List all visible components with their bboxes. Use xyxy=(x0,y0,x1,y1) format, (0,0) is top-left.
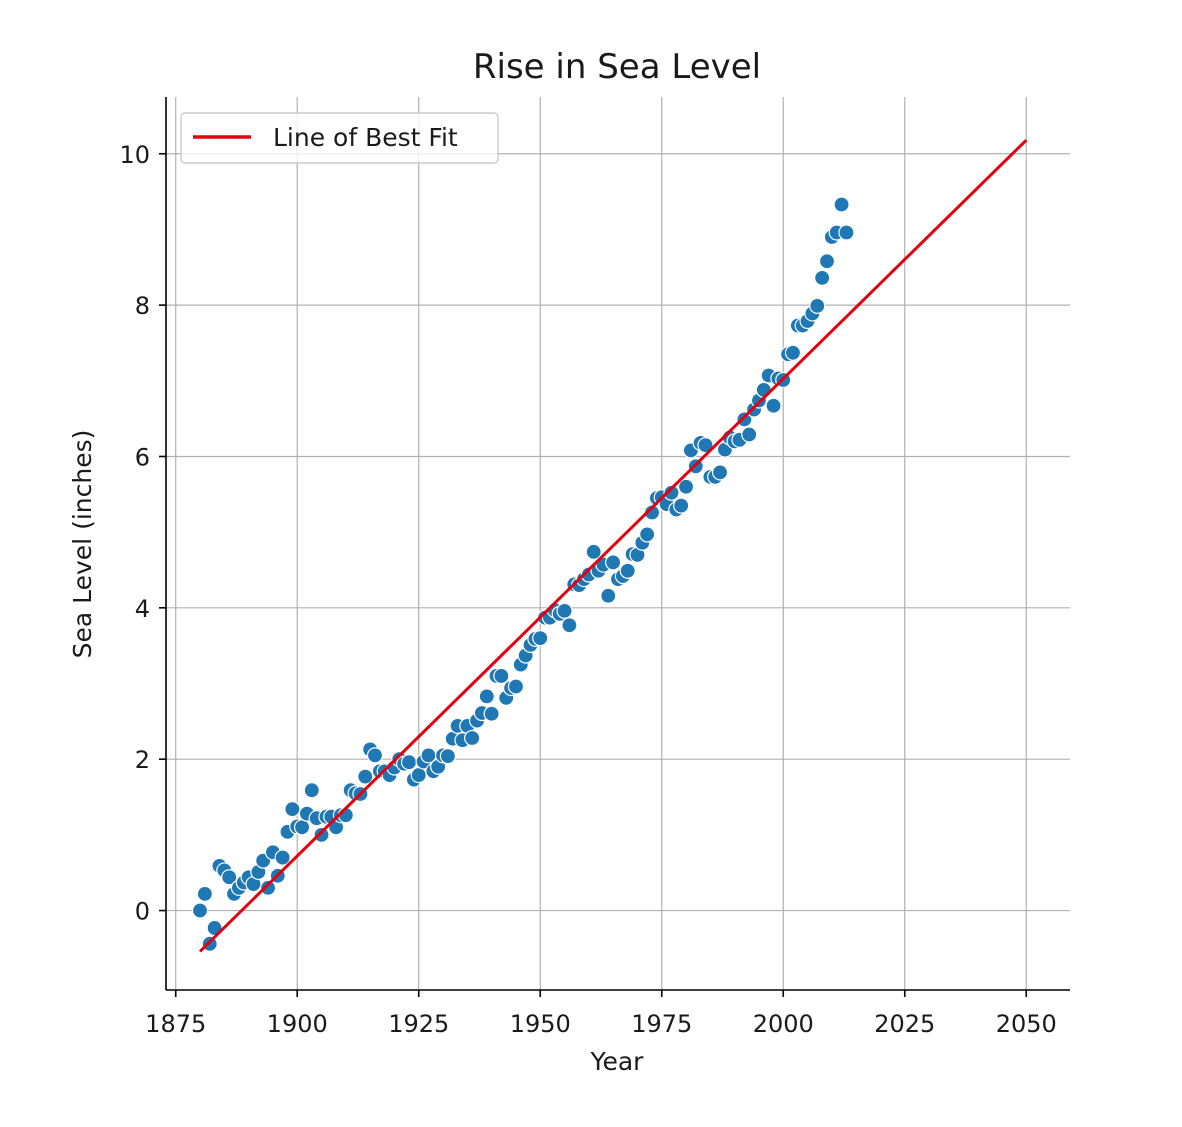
scatter-point xyxy=(191,902,209,919)
scatter-point xyxy=(259,879,277,896)
scatter-point xyxy=(605,554,622,571)
x-tick-label: 1950 xyxy=(510,1010,571,1038)
y-tick-label: 8 xyxy=(135,292,150,320)
scatter-point xyxy=(293,819,311,836)
scatter-point xyxy=(765,397,782,414)
y-axis-label: Sea Level (inches) xyxy=(68,430,97,659)
scatter-point xyxy=(478,688,495,705)
scatter-point xyxy=(284,801,301,818)
scatter-point xyxy=(400,754,418,771)
scatter-point xyxy=(221,869,238,886)
x-tick-label: 2000 xyxy=(753,1010,814,1038)
best-fit-line-group xyxy=(198,139,1028,953)
legend-label-best-fit: Line of Best Fit xyxy=(273,123,458,152)
scatter-point xyxy=(507,678,525,695)
scatter-point xyxy=(673,497,690,514)
scatter-point xyxy=(532,629,549,647)
scatter-point xyxy=(639,526,656,543)
scatter-point xyxy=(784,344,802,361)
grid-lines xyxy=(166,97,1070,990)
best-fit-line xyxy=(198,139,1028,953)
x-tick-label: 1975 xyxy=(631,1010,692,1038)
scatter-point xyxy=(410,766,427,784)
legend-box xyxy=(180,112,499,164)
scatter-point xyxy=(303,782,320,799)
x-tick-label: 2050 xyxy=(996,1010,1057,1038)
x-axis-ticks: 1875 1900 1925 1950 1975 2000 2025 2050 xyxy=(145,990,1057,1038)
scatter-point xyxy=(464,729,481,747)
scatter-point xyxy=(741,426,758,443)
scatter-point xyxy=(313,826,330,843)
scatter-points xyxy=(191,196,855,952)
scatter-point xyxy=(814,269,831,286)
scatter-point xyxy=(561,617,578,634)
y-tick-label: 6 xyxy=(135,443,150,471)
scatter-point xyxy=(643,504,661,521)
scatter-point xyxy=(663,484,680,501)
scatter-point xyxy=(818,253,836,270)
scatter-point xyxy=(600,587,617,604)
scatter-point xyxy=(833,196,850,213)
scatter-point xyxy=(439,748,456,765)
x-tick-label: 1925 xyxy=(388,1010,449,1038)
scatter-point xyxy=(809,297,826,314)
scatter-point xyxy=(711,464,729,481)
scatter-point xyxy=(755,381,772,398)
scatter-point xyxy=(196,885,213,902)
y-tick-label: 4 xyxy=(135,595,150,623)
x-tick-label: 2025 xyxy=(874,1010,935,1038)
scatter-point xyxy=(677,478,695,495)
scatter-point xyxy=(483,705,500,722)
scatter-point xyxy=(697,437,714,454)
x-tick-label: 1900 xyxy=(267,1010,328,1038)
y-tick-label: 10 xyxy=(119,141,150,169)
legend: Line of Best Fit xyxy=(180,112,499,164)
scatter-point xyxy=(274,849,291,866)
scatter-point xyxy=(585,543,602,560)
scatter-point xyxy=(556,602,573,619)
scatter-point xyxy=(493,667,510,685)
scatter-point xyxy=(366,747,384,764)
y-tick-label: 2 xyxy=(135,746,150,774)
y-axis-ticks: 0 2 4 6 8 10 xyxy=(119,141,166,926)
scatter-point xyxy=(619,562,636,579)
scatter-point xyxy=(357,768,374,785)
chart-title: Rise in Sea Level xyxy=(473,47,761,87)
x-tick-label: 1875 xyxy=(145,1010,206,1038)
scatter-point xyxy=(838,224,855,241)
scatter-point xyxy=(736,411,753,428)
x-axis-label: Year xyxy=(590,1047,645,1076)
y-tick-label: 0 xyxy=(135,898,150,926)
